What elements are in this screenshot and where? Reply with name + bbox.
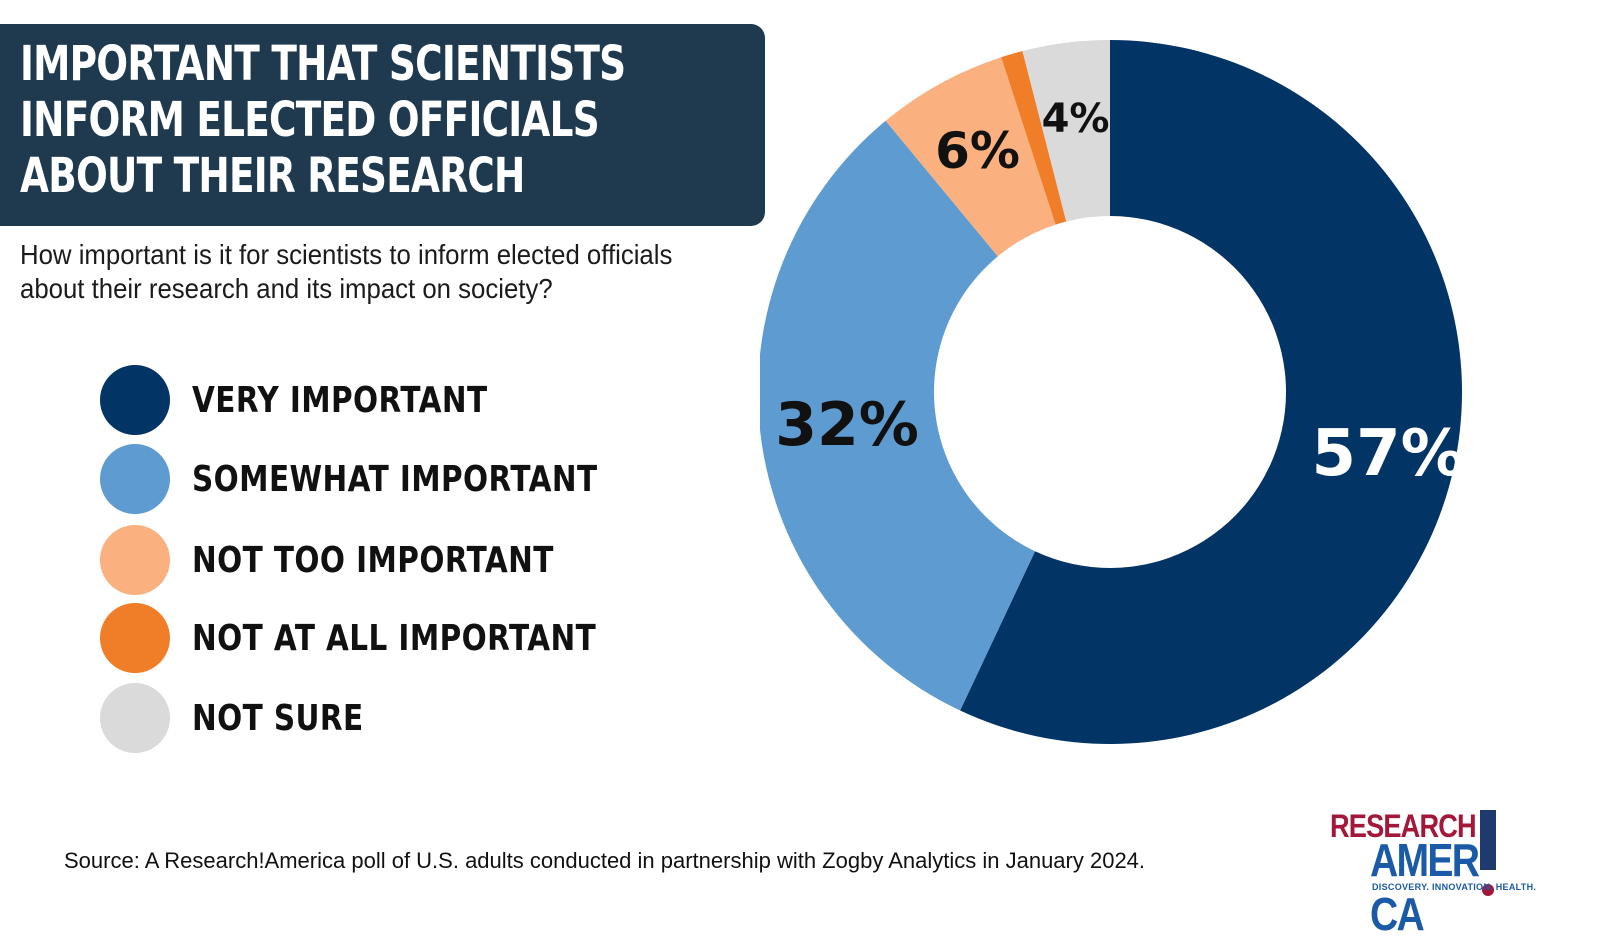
source-note: Source: A Research!America poll of U.S. … [64,848,1146,873]
title-banner: IMPORTANT THAT SCIENTISTS INFORM ELECTED… [0,24,765,226]
chart-title: IMPORTANT THAT SCIENTISTS INFORM ELECTED… [20,36,626,204]
logo-tagline: DISCOVERY. INNOVATION. HEALTH. [1372,882,1537,892]
research-america-logo: RESEARCH AMER CA DISCOVERY. INNOVATION. … [1330,808,1560,940]
legend-swatch [100,683,170,753]
slice-not-too-important [885,57,1056,257]
legend-label: SOMEWHAT IMPORTANT [192,458,598,500]
data-label-not-too-important: 6% [935,122,1020,180]
legend-label: VERY IMPORTANT [192,379,488,421]
logo-research-text: RESEARCH [1330,808,1477,844]
legend-item-not-at-all-important: NOT AT ALL IMPORTANT [100,603,685,673]
legend-swatch [100,603,170,673]
legend-swatch [100,525,170,595]
legend-label: NOT AT ALL IMPORTANT [192,617,597,659]
legend-item-somewhat-important: SOMEWHAT IMPORTANT [100,444,687,514]
legend-item-not-sure: NOT SURE [100,683,401,753]
legend-item-very-important: VERY IMPORTANT [100,365,552,435]
logo-dot-icon [1482,884,1494,896]
slice-not-at-all-important [1001,51,1067,225]
donut-chart: 57% 32% 6% 4% [760,40,1465,744]
data-label-very-important: 57% [1312,417,1465,491]
logo-exclamation-icon [1480,810,1496,870]
legend-swatch [100,444,170,514]
legend-label: NOT TOO IMPORTANT [192,539,554,581]
data-label-somewhat-important: 32% [775,390,919,460]
slice-very-important [960,40,1462,744]
legend-label: NOT SURE [192,697,364,739]
slice-somewhat-important [760,120,1036,711]
survey-question: How important is it for scientists to in… [20,239,673,304]
legend-item-not-too-important: NOT TOO IMPORTANT [100,525,633,595]
data-label-not-sure: 4% [1042,96,1110,142]
slice-not-sure [1022,40,1110,222]
legend-swatch [100,365,170,435]
